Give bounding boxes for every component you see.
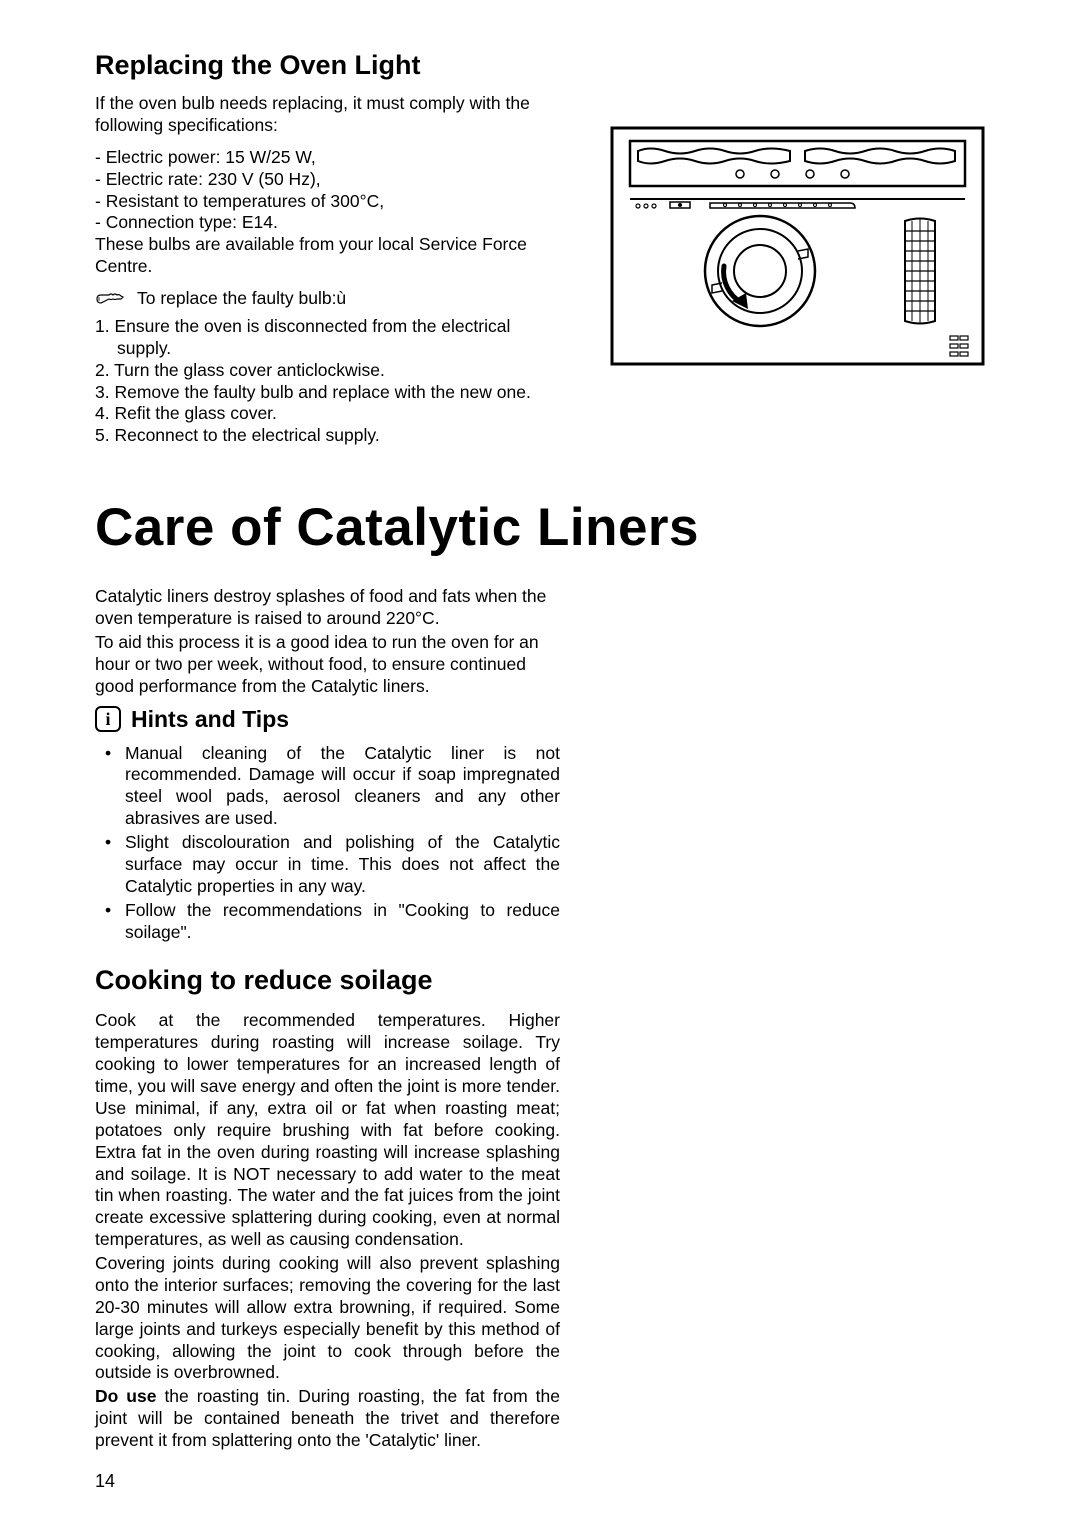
- spec-item: - Connection type: E14.: [95, 212, 560, 234]
- intro-text: If the oven bulb needs replacing, it mus…: [95, 93, 560, 137]
- cooking-p1: Cook at the recommended temperatures. Hi…: [95, 1010, 560, 1251]
- info-icon: i: [95, 706, 121, 732]
- cooking-section: Cook at the recommended temperatures. Hi…: [95, 1010, 560, 1452]
- step-item: 3. Remove the faulty bulb and replace wi…: [95, 382, 560, 404]
- cooking-p3: Do use the roasting tin. During roasting…: [95, 1386, 560, 1452]
- replacing-light-section: Replacing the Oven Light If the oven bul…: [95, 50, 560, 447]
- section-heading: Replacing the Oven Light: [95, 50, 560, 81]
- catalytic-p1: Catalytic liners destroy splashes of foo…: [95, 586, 560, 630]
- cooking-heading: Cooking to reduce soilage: [95, 965, 985, 996]
- hand-note-line: To replace the faulty bulb:ù: [95, 288, 560, 310]
- hand-note-text: To replace the faulty bulb:ù: [137, 288, 346, 310]
- page-number: 14: [95, 1471, 115, 1492]
- hint-item: Follow the recommendations in "Cooking t…: [95, 900, 560, 944]
- hand-pointing-icon: [95, 289, 125, 309]
- spec-item: - Electric power: 15 W/25 W,: [95, 147, 560, 169]
- hint-item: Manual cleaning of the Catalytic liner i…: [95, 743, 560, 831]
- do-use-bold: Do use: [95, 1386, 156, 1406]
- hint-item: Slight discolouration and polishing of t…: [95, 832, 560, 898]
- hints-list: Manual cleaning of the Catalytic liner i…: [95, 743, 560, 944]
- catalytic-intro-section: Catalytic liners destroy splashes of foo…: [95, 586, 560, 697]
- step-item: 2. Turn the glass cover anticlockwise.: [95, 360, 560, 382]
- cooking-p3-rest: the roasting tin. During roasting, the f…: [95, 1386, 560, 1450]
- spec-item: - Electric rate: 230 V (50 Hz),: [95, 169, 560, 191]
- step-item: 5. Reconnect to the electrical supply.: [95, 425, 560, 447]
- hints-heading: Hints and Tips: [131, 706, 289, 733]
- cooking-p2: Covering joints during cooking will also…: [95, 1253, 560, 1384]
- spec-list: - Electric power: 15 W/25 W, - Electric …: [95, 147, 560, 235]
- hints-heading-wrap: i Hints and Tips: [95, 706, 985, 733]
- numbered-steps: 1. Ensure the oven is disconnected from …: [95, 316, 560, 447]
- step-item: 1. Ensure the oven is disconnected from …: [95, 316, 560, 360]
- oven-light-diagram: [610, 126, 985, 366]
- step-item: 4. Refit the glass cover.: [95, 403, 560, 425]
- availability-text: These bulbs are available from your loca…: [95, 234, 560, 278]
- main-title: Care of Catalytic Liners: [95, 497, 985, 558]
- catalytic-p2: To aid this process it is a good idea to…: [95, 632, 560, 698]
- spec-item: - Resistant to temperatures of 300°C,: [95, 191, 560, 213]
